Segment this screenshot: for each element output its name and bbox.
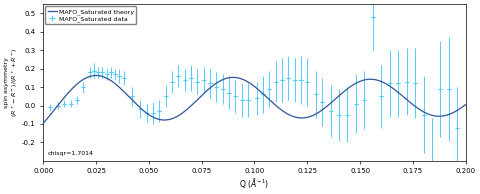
MAFO_Saturated theory bbox=[62, 96, 68, 98]
MAFO_Saturated theory bbox=[235, 77, 240, 79]
MAFO_Saturated theory bbox=[246, 81, 252, 84]
MAFO_Saturated theory bbox=[451, 111, 456, 114]
Text: chisqr=1.7014: chisqr=1.7014 bbox=[48, 151, 94, 156]
MAFO_Saturated theory bbox=[463, 103, 468, 106]
MAFO_Saturated theory bbox=[373, 79, 379, 81]
Legend: MAFO_Saturated theory, MAFO_Saturated data: MAFO_Saturated theory, MAFO_Saturated da… bbox=[45, 6, 136, 24]
MAFO_Saturated theory bbox=[93, 74, 99, 77]
MAFO_Saturated theory bbox=[40, 122, 46, 125]
Line: MAFO_Saturated theory: MAFO_Saturated theory bbox=[43, 75, 466, 123]
X-axis label: Q ($\AA^{-1}$): Q ($\AA^{-1}$) bbox=[240, 176, 270, 190]
MAFO_Saturated theory bbox=[451, 111, 456, 113]
Y-axis label: spin asymmetry
$(R^+ - R^-) / (R^+ + R^-)$: spin asymmetry $(R^+ - R^-) / (R^+ + R^-… bbox=[4, 48, 21, 117]
